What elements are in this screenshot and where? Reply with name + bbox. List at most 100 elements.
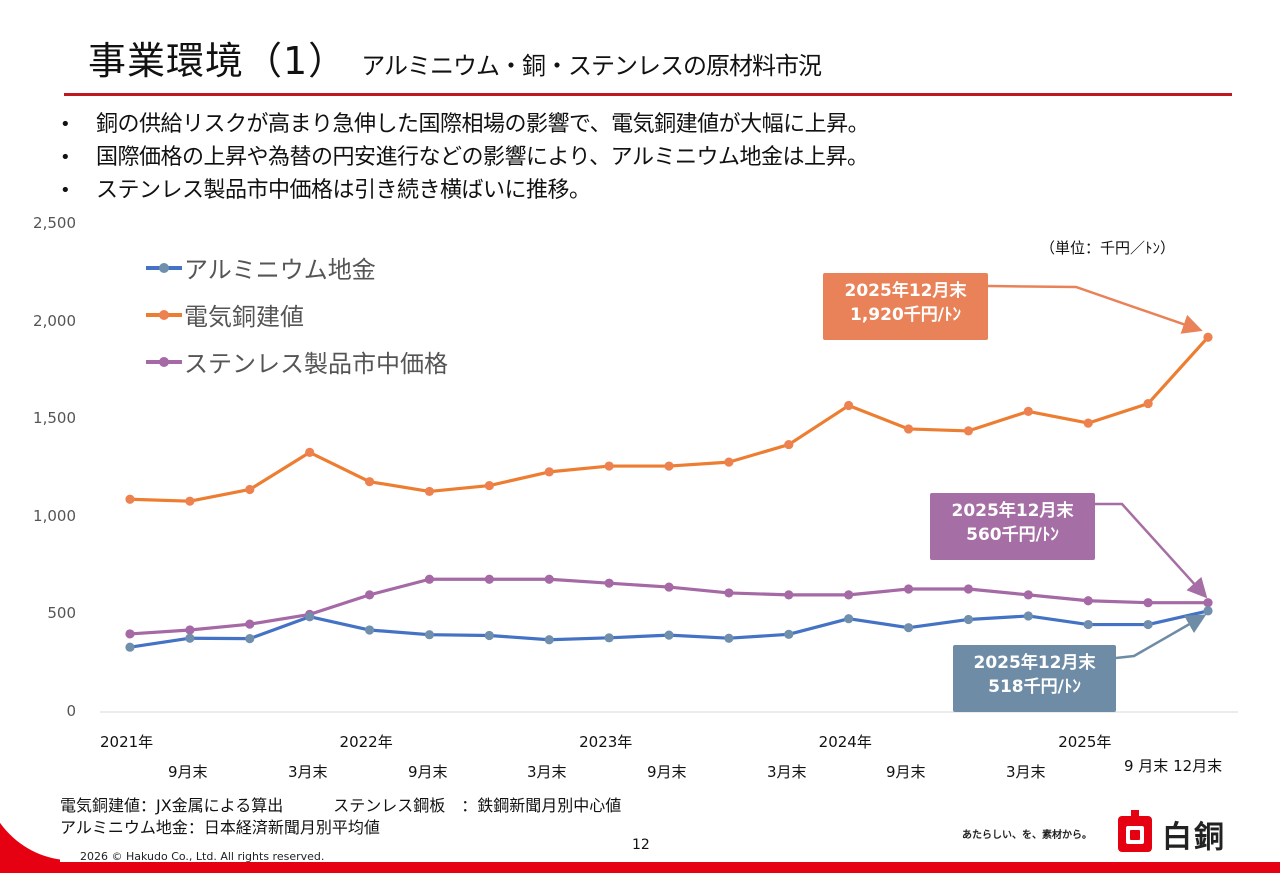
data-point <box>1143 598 1153 608</box>
callout-arrow-copper <box>987 284 1203 334</box>
page-header: 事業環境（1） アルミニウム・銅・ステンレスの原材料市況 <box>88 30 822 85</box>
corner-mask <box>0 730 90 860</box>
x-tick-label-month: 9月末 <box>408 763 448 781</box>
data-point <box>364 477 375 487</box>
data-point <box>903 584 914 594</box>
data-point <box>1023 406 1033 416</box>
bullet-text: 銅の供給リスクが高まり急伸した国際相場の影響で、電気銅建値が大幅に上昇。 <box>96 112 870 137</box>
page-number: 12 <box>632 837 650 853</box>
data-point <box>963 426 974 436</box>
data-point <box>364 625 375 635</box>
data-point <box>963 584 974 594</box>
callout-arrow-stainless <box>1095 502 1208 599</box>
callout-stainless: 2025年12月末 560千円/ﾄﾝ <box>930 493 1095 560</box>
legend-label: 電気銅建値 <box>184 303 304 331</box>
x-tick-label-month: 3月末 <box>527 763 567 781</box>
legend-line-icon <box>146 309 182 320</box>
data-point <box>963 614 974 625</box>
x-tick-label-month: 9月末 <box>886 763 926 781</box>
tagline: あたらしい、を、素材から。 <box>962 830 1092 841</box>
data-point <box>364 590 375 600</box>
callout-date: 2025年12月末 <box>844 281 967 301</box>
data-point <box>484 480 494 491</box>
data-point <box>784 439 794 450</box>
data-point <box>185 496 195 506</box>
legend-label: ステンレス製品市中価格 <box>184 350 448 378</box>
legend-line-icon <box>146 356 182 367</box>
data-point <box>844 400 854 411</box>
data-point <box>1203 598 1213 608</box>
data-point <box>604 461 614 471</box>
callout-aluminum: 2025年12月末 518千円/ﾄﾝ <box>953 645 1116 712</box>
logo-mark-icon <box>1118 810 1152 852</box>
copyright: 2026 © Hakudo Co., Ltd. All rights reser… <box>80 850 325 863</box>
callout-value: 518千円/ﾄﾝ <box>988 677 1081 697</box>
company-logo: 白銅 <box>1118 810 1226 856</box>
data-point <box>664 582 674 592</box>
bullet-item: • ステンレス製品市中価格は引き続き横ばいに推移。 <box>60 174 869 207</box>
page-subtitle: アルミニウム・銅・ステンレスの原材料市況 <box>361 52 822 80</box>
y-tick-label: 1,000 <box>33 506 76 525</box>
data-point <box>664 461 674 471</box>
y-tick-label: 2,000 <box>33 311 76 330</box>
x-tick-label-month: 9月末 <box>647 763 687 781</box>
y-tick-label: 500 <box>47 604 76 623</box>
callout-copper: 2025年12月末 1,920千円/ﾄﾝ <box>823 273 988 340</box>
data-point <box>1143 619 1153 630</box>
bullet-item: • 国際価格の上昇や為替の円安進行などの影響により、アルミニウム地金は上昇。 <box>60 141 869 174</box>
data-point <box>544 467 554 477</box>
y-tick-label: 2,500 <box>33 214 76 232</box>
callout-date: 2025年12月末 <box>951 501 1074 521</box>
data-point <box>125 494 135 504</box>
data-point <box>1203 332 1213 342</box>
data-point <box>185 625 195 635</box>
title-divider <box>64 93 1232 96</box>
x-tick-label-year: 2023年 <box>579 733 633 751</box>
data-point <box>903 623 914 633</box>
data-point <box>724 457 734 467</box>
legend-label: アルミニウム地金 <box>184 256 376 284</box>
x-tick-label-year: 2025年 <box>1058 733 1112 751</box>
bullet-icon: • <box>60 147 71 168</box>
data-point <box>784 629 794 639</box>
data-point <box>1023 590 1033 600</box>
data-point <box>784 590 794 600</box>
bullet-list: • 銅の供給リスクが高まり急伸した国際相場の影響で、電気銅建値が大幅に上昇。 • 国… <box>60 108 870 207</box>
data-point <box>424 486 435 497</box>
data-point <box>245 619 255 629</box>
data-point <box>1023 611 1033 621</box>
page-title: 事業環境（1） <box>88 39 348 83</box>
data-point <box>424 574 435 584</box>
x-tick-label-month: 3月末 <box>767 763 807 781</box>
bullet-text: ステンレス製品市中価格は引き続き横ばいに推移。 <box>96 178 591 203</box>
data-point <box>484 574 494 584</box>
bullet-item: • 銅の供給リスクが高まり急伸した国際相場の影響で、電気銅建値が大幅に上昇。 <box>60 108 870 141</box>
data-point <box>424 630 435 640</box>
data-point <box>844 614 854 624</box>
data-point <box>1203 606 1213 616</box>
data-point <box>544 635 554 645</box>
bullet-icon: • <box>60 180 71 201</box>
data-point <box>724 633 734 643</box>
data-point <box>1143 398 1153 409</box>
data-point <box>724 588 734 598</box>
data-point <box>1083 596 1093 606</box>
x-tick-label-year: 2022年 <box>339 733 393 751</box>
legend-item-copper: 電気銅建値 <box>146 291 448 338</box>
chart-legend: アルミニウム地金 電気銅建値 ステンレス製品市中価格 <box>146 244 448 385</box>
data-point <box>604 633 614 643</box>
data-point <box>604 578 614 588</box>
data-point <box>664 630 674 640</box>
x-tick-label-month: 3月末 <box>288 763 328 781</box>
bullet-text: 国際価格の上昇や為替の円安進行などの影響により、アルミニウム地金は上昇。 <box>96 145 869 170</box>
logo-text: 白銅 <box>1162 820 1226 855</box>
data-point <box>245 484 255 495</box>
data-point <box>125 629 135 639</box>
data-point <box>544 574 554 584</box>
data-point <box>125 642 135 652</box>
x-tick-label-month: 3月末 <box>1006 763 1046 781</box>
data-point <box>903 424 914 434</box>
data-point <box>245 634 255 644</box>
unit-label: （単位：千円／ﾄﾝ） <box>1040 239 1176 257</box>
